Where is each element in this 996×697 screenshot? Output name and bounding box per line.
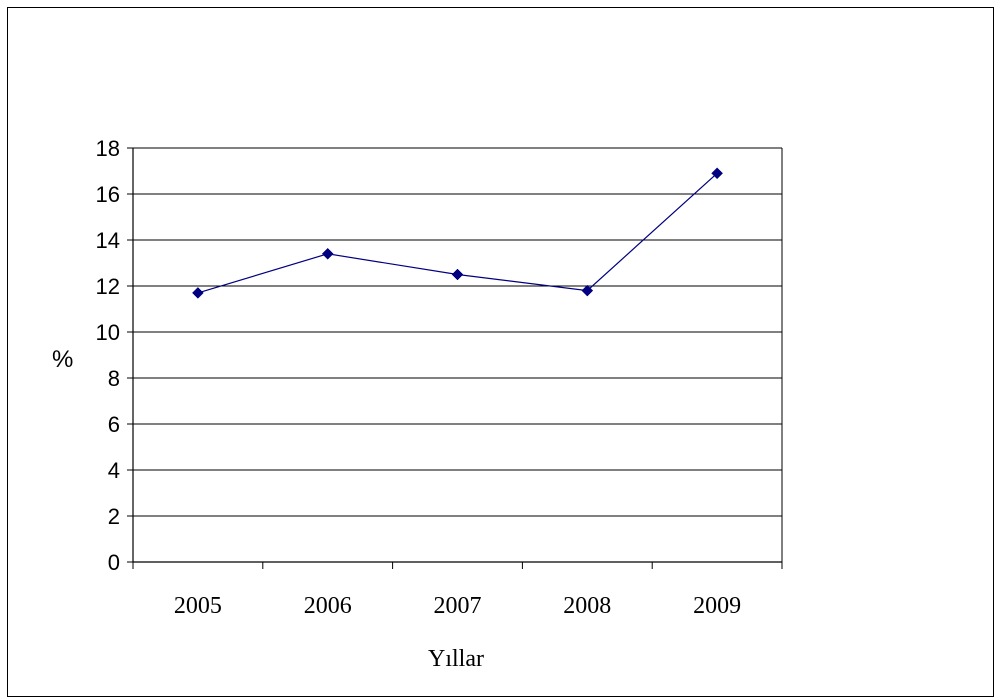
y-tick-labels: 0 2 4 6 8 10 12 14 16 18 [96, 136, 120, 575]
y-axis-label: % [52, 346, 73, 373]
data-point-2005 [192, 287, 204, 299]
x-tick-labels: 2005 2006 2007 2008 2009 [174, 593, 741, 619]
x-tick-label: 2007 [434, 593, 482, 619]
y-tick-label: 8 [108, 366, 120, 391]
y-tick-label: 4 [108, 458, 120, 483]
grid-lines [133, 147, 783, 562]
x-tick-label: 2006 [304, 593, 352, 619]
chart-frame [7, 7, 994, 697]
x-tick-label: 2008 [563, 593, 611, 619]
y-tick-label: 16 [96, 182, 120, 207]
data-point-2009 [711, 167, 723, 180]
y-tick-label: 14 [96, 228, 120, 253]
y-tick-label: 0 [108, 550, 120, 575]
y-tick-label: 10 [96, 320, 120, 345]
data-point-2006 [321, 247, 334, 260]
data-point-2007 [451, 268, 464, 281]
data-point-2008 [581, 284, 594, 297]
y-tick-label: 2 [108, 504, 120, 529]
x-tick-label: 2009 [693, 593, 741, 619]
y-tick-label: 12 [96, 274, 120, 299]
axes [127, 147, 783, 569]
x-axis-label: Yıllar [428, 646, 484, 672]
x-tick-label: 2005 [174, 593, 222, 619]
y-tick-label: 18 [96, 136, 120, 161]
y-tick-label: 6 [108, 412, 120, 437]
series [192, 167, 723, 299]
